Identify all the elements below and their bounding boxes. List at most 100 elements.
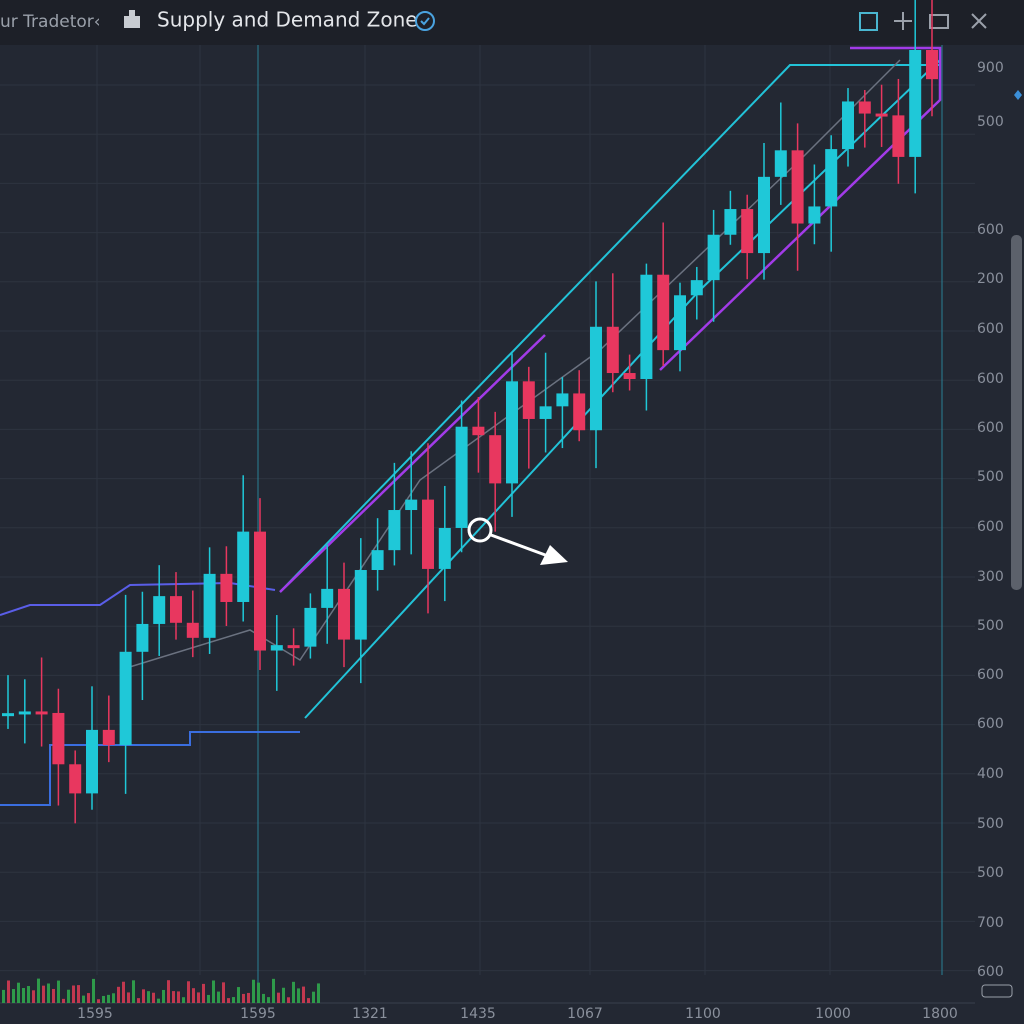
candle-body xyxy=(237,531,250,602)
candle-body xyxy=(623,373,636,380)
window-button[interactable] xyxy=(859,12,878,31)
y-axis-label: 600 xyxy=(977,519,1004,535)
close-button[interactable] xyxy=(971,13,987,29)
volume-bar xyxy=(167,980,170,1003)
volume-bar xyxy=(222,982,225,1003)
volume-bar xyxy=(102,995,105,1003)
candle-body xyxy=(2,713,14,717)
candle-body xyxy=(371,550,384,571)
candle-body xyxy=(506,381,518,484)
volume-bar xyxy=(2,989,5,1003)
volume-bar xyxy=(132,980,135,1003)
verified-check xyxy=(420,17,430,26)
candle-body xyxy=(489,435,502,484)
volume-bar xyxy=(247,992,250,1003)
x-axis-label: 1595 xyxy=(240,1006,276,1022)
y-axis-label: 500 xyxy=(977,865,1004,881)
y-axis-label: 900 xyxy=(977,60,1004,76)
volume-bar xyxy=(237,987,240,1003)
volume-bar xyxy=(112,993,115,1003)
y-axis-label: 600 xyxy=(977,964,1004,980)
candle-body xyxy=(153,596,166,624)
candle-body xyxy=(304,607,317,647)
volume-bar xyxy=(197,992,200,1003)
candle-body xyxy=(590,326,602,431)
candle-body xyxy=(254,531,266,651)
y-axis-label: 500 xyxy=(977,114,1004,130)
add-button[interactable] xyxy=(894,12,912,30)
volume-bar xyxy=(257,982,260,1003)
cursor-circle xyxy=(467,517,493,543)
candle-body xyxy=(405,499,418,511)
volume-bar xyxy=(92,978,95,1003)
candle-body xyxy=(808,206,821,224)
candle-body xyxy=(724,209,737,235)
volume-bar xyxy=(317,983,320,1003)
x-axis-label: 1000 xyxy=(815,1006,851,1022)
volume-bar xyxy=(282,987,285,1003)
candle-body xyxy=(270,645,283,651)
volume-bar xyxy=(182,997,185,1003)
y-axis-label: 500 xyxy=(977,618,1004,634)
volume-bar xyxy=(142,989,145,1003)
y-axis-label: 700 xyxy=(977,915,1004,931)
header-bar xyxy=(0,0,1024,45)
volume-bar xyxy=(277,992,280,1003)
demand-edge xyxy=(659,46,942,371)
volume-bar xyxy=(37,978,40,1003)
y-axis-label: 600 xyxy=(977,222,1004,238)
volume-bar xyxy=(97,999,100,1003)
candle-body xyxy=(52,712,65,765)
candle-body xyxy=(69,764,82,794)
volume-bar xyxy=(27,986,30,1003)
candle-body xyxy=(136,623,149,652)
volume-bar xyxy=(192,988,195,1003)
x-axis-label: 1435 xyxy=(460,1006,496,1022)
candle-body xyxy=(338,588,350,640)
candle-body xyxy=(287,645,300,649)
scrollbar[interactable] xyxy=(1011,235,1022,590)
volume-bar xyxy=(172,991,175,1003)
volume-bar xyxy=(87,993,90,1003)
candle-body xyxy=(825,149,838,207)
candle-body xyxy=(640,274,653,380)
volume-bar xyxy=(252,979,255,1003)
candle-body xyxy=(422,499,434,569)
volume-bar xyxy=(312,991,315,1003)
volume-bar xyxy=(292,981,295,1003)
candle-body xyxy=(606,326,619,374)
volume-bar xyxy=(297,988,300,1003)
candle-body xyxy=(119,651,132,746)
volume-bar xyxy=(7,980,10,1003)
volume-bar xyxy=(137,998,140,1003)
volume-bar xyxy=(72,985,75,1003)
price-marker xyxy=(1014,90,1022,100)
candle-body xyxy=(791,150,804,224)
y-axis-label: 500 xyxy=(977,816,1004,832)
candle-body xyxy=(741,209,754,254)
chart-title: Supply and Demand Zone xyxy=(157,8,418,32)
volume-bar xyxy=(42,985,45,1003)
volume-bar xyxy=(232,997,235,1003)
candle-body xyxy=(573,393,586,431)
volume-bar xyxy=(307,998,310,1003)
candle-body xyxy=(875,113,888,117)
volume-bar xyxy=(302,986,305,1003)
x-axis-label: 1595 xyxy=(77,1006,113,1022)
candle-body xyxy=(842,101,854,150)
volume-bar xyxy=(107,994,110,1003)
volume-bar xyxy=(262,993,265,1003)
candle-body xyxy=(455,426,468,528)
volume-bar xyxy=(227,998,230,1003)
candle-body xyxy=(892,115,905,157)
volume-bar xyxy=(157,998,160,1003)
candles xyxy=(2,0,938,824)
volume-bar xyxy=(67,989,70,1003)
x-axis-label: 1800 xyxy=(922,1006,958,1022)
candle-body xyxy=(102,729,115,746)
candle-body xyxy=(472,426,485,436)
maximize-button[interactable] xyxy=(929,14,949,29)
volume-bar xyxy=(52,988,55,1003)
volume-bar xyxy=(122,981,125,1003)
axis-toggle[interactable] xyxy=(981,984,1013,998)
